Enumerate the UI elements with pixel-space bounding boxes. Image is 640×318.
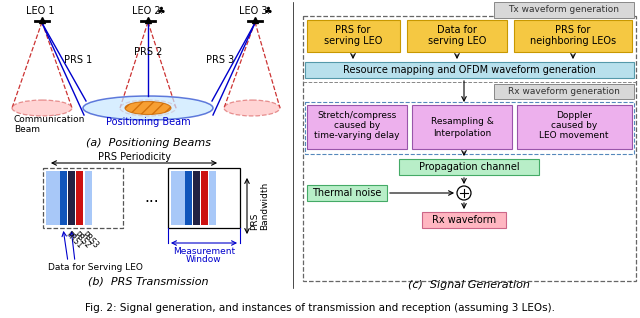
Text: PRS 3: PRS 3 bbox=[206, 55, 234, 65]
FancyBboxPatch shape bbox=[168, 168, 240, 228]
Text: LEO 3: LEO 3 bbox=[239, 6, 268, 16]
FancyBboxPatch shape bbox=[85, 171, 92, 225]
Text: PRS3: PRS3 bbox=[79, 230, 100, 250]
FancyBboxPatch shape bbox=[307, 105, 407, 149]
Text: PRS 2: PRS 2 bbox=[134, 47, 162, 57]
FancyBboxPatch shape bbox=[46, 171, 53, 225]
Text: Positioning Beam: Positioning Beam bbox=[106, 117, 190, 127]
Ellipse shape bbox=[12, 100, 72, 116]
FancyBboxPatch shape bbox=[307, 20, 400, 52]
FancyBboxPatch shape bbox=[514, 20, 632, 52]
Text: PRS1: PRS1 bbox=[63, 230, 84, 250]
FancyBboxPatch shape bbox=[407, 20, 507, 52]
Text: Thermal noise: Thermal noise bbox=[312, 188, 381, 198]
FancyBboxPatch shape bbox=[43, 168, 123, 228]
FancyBboxPatch shape bbox=[307, 185, 387, 201]
Text: (b)  PRS Transmission: (b) PRS Transmission bbox=[88, 277, 208, 287]
Text: serving LEO: serving LEO bbox=[428, 36, 486, 46]
Text: Propagation channel: Propagation channel bbox=[419, 162, 519, 172]
Text: Doppler: Doppler bbox=[556, 110, 592, 120]
FancyBboxPatch shape bbox=[422, 212, 506, 228]
Text: (a)  Positioning Beams: (a) Positioning Beams bbox=[86, 138, 211, 148]
Text: Communication: Communication bbox=[14, 115, 85, 125]
FancyBboxPatch shape bbox=[412, 105, 512, 149]
Text: Resampling &: Resampling & bbox=[431, 117, 493, 127]
Circle shape bbox=[457, 186, 471, 200]
Text: Beam: Beam bbox=[14, 125, 40, 134]
Text: Window: Window bbox=[186, 255, 222, 265]
FancyBboxPatch shape bbox=[193, 171, 200, 225]
FancyBboxPatch shape bbox=[178, 171, 185, 225]
FancyBboxPatch shape bbox=[60, 171, 67, 225]
Text: Tx waveform generation: Tx waveform generation bbox=[509, 5, 620, 15]
Text: PRS 1: PRS 1 bbox=[64, 55, 92, 65]
Text: caused by: caused by bbox=[334, 121, 380, 129]
Text: PRS
Bandwidth: PRS Bandwidth bbox=[250, 182, 269, 230]
Ellipse shape bbox=[125, 101, 171, 114]
Text: Interpolation: Interpolation bbox=[433, 128, 491, 137]
Text: Data for Serving LEO: Data for Serving LEO bbox=[47, 264, 143, 273]
FancyBboxPatch shape bbox=[185, 171, 192, 225]
Ellipse shape bbox=[224, 100, 280, 116]
FancyBboxPatch shape bbox=[305, 62, 634, 78]
Text: ♣: ♣ bbox=[264, 6, 273, 16]
Ellipse shape bbox=[83, 96, 213, 120]
Text: Data for: Data for bbox=[437, 25, 477, 35]
Text: PRS2: PRS2 bbox=[72, 230, 92, 250]
Text: LEO 1: LEO 1 bbox=[26, 6, 54, 16]
Text: LEO 2: LEO 2 bbox=[132, 6, 160, 16]
FancyBboxPatch shape bbox=[399, 159, 539, 175]
FancyBboxPatch shape bbox=[53, 171, 60, 225]
FancyBboxPatch shape bbox=[494, 84, 634, 99]
FancyBboxPatch shape bbox=[209, 171, 216, 225]
FancyBboxPatch shape bbox=[171, 171, 178, 225]
Text: Resource mapping and OFDM waveform generation: Resource mapping and OFDM waveform gener… bbox=[342, 65, 595, 75]
Text: Rx waveform generation: Rx waveform generation bbox=[508, 87, 620, 96]
Text: PRS Periodicity: PRS Periodicity bbox=[97, 152, 170, 162]
Text: Fig. 2: Signal generation, and instances of transmission and reception (assuming: Fig. 2: Signal generation, and instances… bbox=[85, 303, 555, 313]
Text: serving LEO: serving LEO bbox=[324, 36, 382, 46]
Text: time-varying delay: time-varying delay bbox=[314, 130, 400, 140]
Text: Measurement: Measurement bbox=[173, 246, 235, 255]
Text: ...: ... bbox=[145, 190, 159, 205]
FancyBboxPatch shape bbox=[68, 171, 75, 225]
Text: (c)  Signal Generation: (c) Signal Generation bbox=[408, 280, 530, 290]
Text: LEO movement: LEO movement bbox=[540, 130, 609, 140]
Text: PRS for: PRS for bbox=[556, 25, 591, 35]
Text: Rx waveform: Rx waveform bbox=[432, 215, 496, 225]
Text: neighboring LEOs: neighboring LEOs bbox=[530, 36, 616, 46]
Text: caused by: caused by bbox=[551, 121, 597, 129]
FancyBboxPatch shape bbox=[517, 105, 632, 149]
FancyBboxPatch shape bbox=[494, 2, 634, 18]
FancyBboxPatch shape bbox=[76, 171, 83, 225]
Text: ♣: ♣ bbox=[157, 6, 165, 16]
Text: PRS for: PRS for bbox=[335, 25, 371, 35]
Text: Stretch/compress: Stretch/compress bbox=[317, 110, 397, 120]
FancyBboxPatch shape bbox=[303, 16, 636, 281]
FancyBboxPatch shape bbox=[201, 171, 208, 225]
